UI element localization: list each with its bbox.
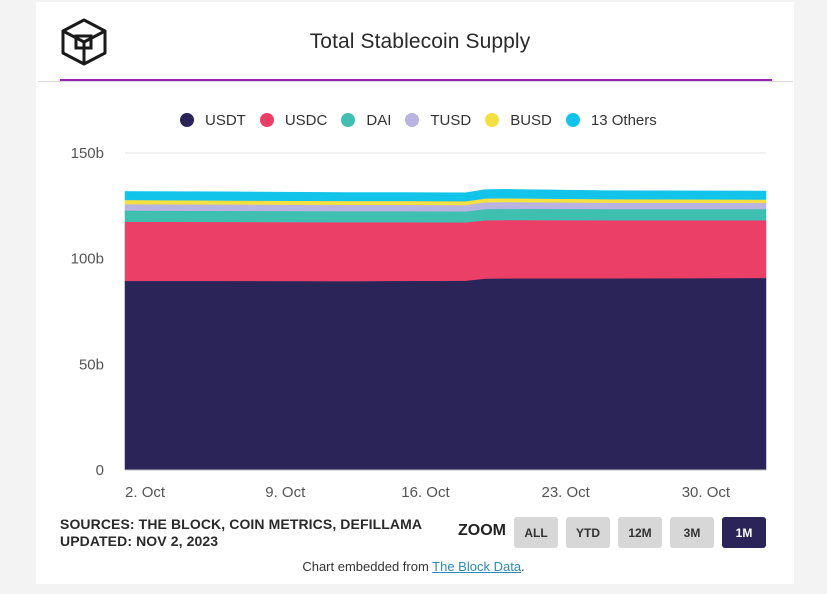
embed-suffix: . (521, 559, 525, 574)
zoom-button-all[interactable]: ALL (514, 517, 558, 548)
zoom-button-3m[interactable]: 3M (670, 517, 714, 548)
legend-label: USDT (205, 111, 246, 129)
chart-legend: USDT USDC DAI TUSD BUSD 13 Others (180, 110, 671, 130)
y-tick-label: 100b (71, 251, 104, 268)
y-tick-label: 0 (96, 462, 104, 479)
header-divider (38, 81, 793, 82)
legend-swatch (565, 113, 580, 127)
the-block-logo-icon (61, 18, 107, 66)
area-series-13-others[interactable] (124, 189, 767, 202)
chart-title: Total Stablecoin Supply (309, 30, 531, 53)
legend-swatch (259, 113, 274, 127)
legend-label: 13 Others (590, 111, 657, 129)
y-tick-label: 50b (79, 356, 104, 373)
zoom-button-1m[interactable]: 1M (722, 517, 766, 548)
updated-text: UPDATED: NOV 2, 2023 (60, 533, 219, 549)
zoom-button-ytd[interactable]: YTD (566, 517, 610, 548)
legend-item-13-others[interactable]: 13 Others (565, 111, 657, 129)
sources-text: SOURCES: THE BLOCK, COIN METRICS, DEFILL… (60, 516, 423, 532)
legend-item-tusd[interactable]: TUSD (405, 112, 471, 129)
x-tick-label: 9. Oct (265, 484, 306, 501)
legend-label: USDC (284, 111, 328, 129)
legend-swatch (405, 113, 420, 127)
x-tick-label: 30. Oct (682, 484, 731, 501)
sources-note: SOURCES: THE BLOCK, COIN METRICS, DEFILL… (60, 516, 422, 550)
legend-item-busd[interactable]: BUSD (485, 112, 552, 129)
legend-item-usdc[interactable]: USDC (259, 111, 328, 129)
y-tick-label: 150b (71, 145, 104, 162)
x-tick-label: 2. Oct (125, 484, 166, 501)
area-series-usdt[interactable] (124, 277, 767, 471)
x-tick-label: 23. Oct (542, 484, 591, 501)
legend-item-dai[interactable]: DAI (341, 112, 391, 129)
embed-note: Chart embedded from The Block Data. (0, 559, 827, 574)
the-block-data-link[interactable]: The Block Data (432, 559, 522, 574)
legend-swatch (485, 113, 500, 127)
legend-swatch (341, 113, 356, 127)
legend-label: BUSD (510, 111, 552, 129)
header-accent-line (60, 79, 772, 81)
x-tick-label: 16. Oct (401, 484, 450, 501)
zoom-button-12m[interactable]: 12M (618, 517, 662, 548)
legend-swatch (180, 113, 194, 127)
legend-label: TUSD (430, 111, 472, 129)
embed-prefix: Chart embedded from (302, 559, 433, 574)
zoom-label: ZOOM (458, 522, 506, 539)
area-series-usdc[interactable] (124, 219, 767, 282)
legend-label: DAI (366, 111, 392, 129)
legend-item-usdt[interactable]: USDT (180, 112, 246, 129)
